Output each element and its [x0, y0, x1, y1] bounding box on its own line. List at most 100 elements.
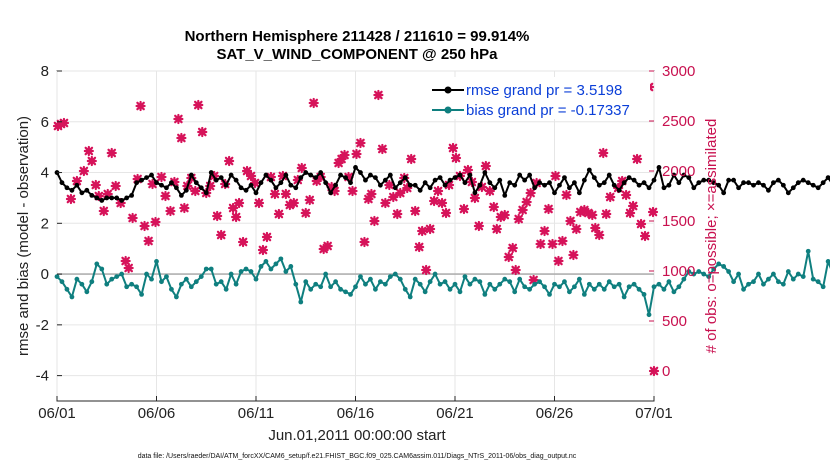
bias-point: [417, 281, 423, 287]
rmse-point: [790, 185, 796, 191]
rmse-point: [646, 185, 652, 191]
rmse-point: [785, 190, 791, 196]
rmse-point: [751, 182, 756, 188]
bias-point: [303, 279, 309, 285]
bias-point: [263, 258, 269, 264]
obs-marker: [176, 132, 187, 144]
y-axis-label: rmse and bias (model - observation): [15, 116, 32, 356]
rmse-point: [457, 172, 463, 178]
bias-point: [368, 276, 373, 282]
rmse-point: [676, 180, 682, 186]
bias-point: [412, 276, 418, 282]
bias-point: [328, 284, 334, 290]
bias-point: [353, 284, 358, 290]
bias-point: [477, 279, 483, 285]
bias-point: [557, 284, 562, 290]
obs-marker: [458, 203, 470, 215]
rmse-point: [631, 177, 637, 183]
obs-marker: [488, 201, 499, 213]
legend: rmse grand pr = 3.5198 bias grand pr = -…: [430, 77, 650, 119]
y-right-tick-label: 3000: [662, 63, 695, 80]
left-axis-ticks: -4 -2 0 2 4 6 8: [36, 63, 62, 385]
rmse-point: [417, 187, 423, 193]
rmse-point: [203, 190, 209, 196]
obs-marker: [369, 215, 380, 227]
obs-marker: [132, 173, 143, 185]
bias-point: [124, 284, 130, 290]
bias-point: [178, 281, 184, 287]
rmse-point: [303, 170, 309, 175]
rmse-point: [581, 177, 587, 183]
rmse-point: [487, 180, 493, 186]
rmse-point: [820, 180, 826, 186]
obs-marker: [491, 223, 502, 235]
y-tick-label: -4: [36, 368, 49, 385]
obs-marker: [425, 223, 436, 235]
bias-point: [109, 276, 115, 282]
right-axis-ticks: 0 500 1000 1500 2000 2500 3000: [649, 63, 695, 380]
obs-marker: [135, 100, 146, 112]
obs-marker: [547, 238, 558, 250]
rmse-point: [278, 180, 284, 186]
y-tick-label: 0: [41, 266, 49, 283]
rmse-point: [223, 182, 229, 188]
rmse-point: [547, 180, 552, 186]
rmse-point: [780, 182, 786, 188]
y-tick-label: 2: [41, 215, 49, 232]
bias-point: [661, 286, 667, 292]
bias-point: [373, 286, 378, 292]
bias-point: [671, 289, 677, 295]
bias-point: [154, 258, 159, 264]
rmse-point: [815, 185, 821, 191]
data-file-footnote: data file: /Users/raeder/DAI/ATM_forcXX/…: [138, 453, 577, 460]
rmse-point: [119, 198, 125, 203]
rmse-point: [387, 172, 393, 178]
rmse-point: [198, 185, 204, 191]
obs-marker: [90, 179, 101, 191]
bias-point: [810, 276, 816, 282]
bias-point: [382, 281, 388, 287]
bias-point: [79, 281, 85, 287]
obs-marker: [443, 179, 455, 191]
bias-point: [586, 281, 592, 287]
obs-marker: [628, 200, 639, 212]
obs-marker: [228, 202, 239, 214]
obs-marker: [543, 203, 554, 215]
rmse-point: [243, 187, 249, 193]
bias-point: [686, 269, 692, 274]
obs-marker: [521, 196, 532, 208]
obs-marker: [292, 174, 303, 186]
obs-marker: [65, 193, 77, 205]
bias-point: [208, 266, 214, 272]
rmse-point: [328, 190, 334, 196]
obs-marker: [156, 171, 167, 183]
obs-marker: [237, 236, 249, 248]
legend-bias-marker: [444, 106, 452, 114]
rmse-point: [139, 177, 144, 183]
bias-point: [273, 261, 279, 267]
rmse-point: [497, 177, 503, 183]
obs-marker: [476, 181, 487, 193]
rmse-point: [293, 185, 299, 191]
obs-marker: [231, 211, 242, 223]
legend-bias-label: bias grand pr = -0.17337: [466, 102, 630, 119]
bias-point: [134, 284, 140, 290]
bias-point: [203, 266, 209, 272]
obs-marker: [535, 238, 546, 250]
obs-marker: [565, 215, 576, 227]
bias-point: [228, 271, 234, 277]
rmse-point: [512, 182, 518, 188]
rmse-point: [586, 167, 592, 173]
rmse-point: [771, 180, 776, 186]
bias-point: [333, 279, 338, 285]
rmse-point: [766, 187, 771, 193]
obs-marker: [120, 255, 131, 267]
rmse-point: [557, 182, 562, 188]
bias-point: [159, 279, 164, 285]
rmse-point: [358, 170, 363, 175]
bias-point: [616, 281, 622, 287]
bias-point: [164, 274, 169, 280]
obs-marker: [406, 153, 417, 165]
rmse-point: [482, 170, 488, 175]
bias-point: [422, 289, 428, 295]
